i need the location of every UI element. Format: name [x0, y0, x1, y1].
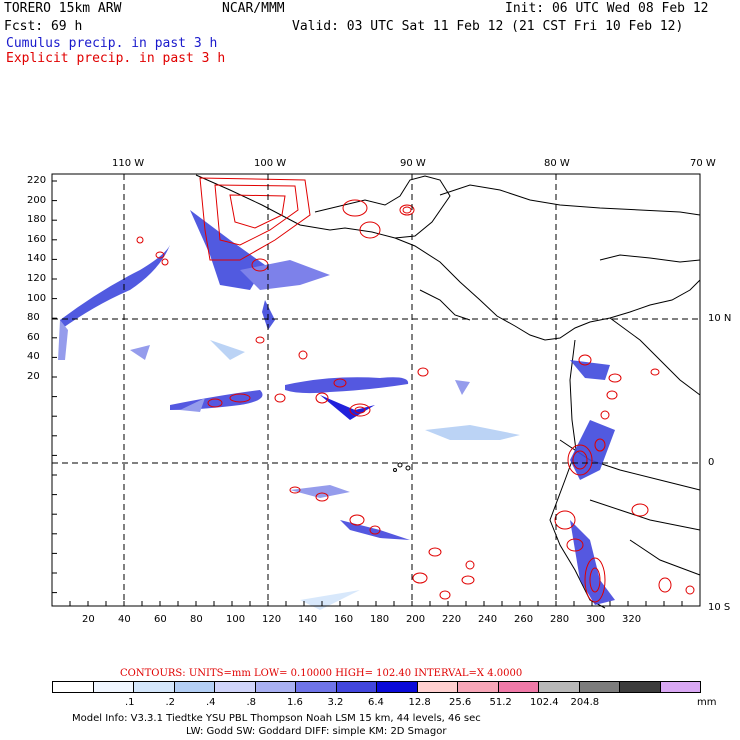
physics-info: LW: Godd SW: Goddard DIFF: simple KM: 2D…	[186, 726, 447, 737]
x-tick-label: 160	[334, 614, 354, 625]
model-info: Model Info: V3.3.1 Tiedtke YSU PBL Thomp…	[72, 713, 481, 724]
legend-label: 204.8	[570, 697, 600, 708]
y-tick-label: 200	[27, 194, 47, 206]
legend-swatch	[335, 681, 377, 693]
x-tick-label: 280	[550, 614, 570, 625]
legend-swatch	[173, 681, 215, 693]
legend-swatch	[416, 681, 458, 693]
legend-label: .2	[165, 697, 176, 708]
x-tick-label: 300	[586, 614, 606, 625]
y-tick-label: 80	[27, 312, 40, 324]
lat-label-0: 0	[708, 457, 715, 468]
legend-swatch	[619, 681, 661, 693]
x-tick-label: 220	[442, 614, 462, 625]
cumulus-precip-label: Cumulus precip. in past 3 h	[6, 36, 218, 51]
forecast-hour: Fcst: 69 h	[4, 19, 83, 34]
lat-lon-grid	[52, 174, 700, 606]
legend-swatch	[578, 681, 620, 693]
legend-swatch	[457, 681, 499, 693]
y-tick-label: 220	[27, 175, 47, 186]
valid-time: Valid: 03 UTC Sat 11 Feb 12 (21 CST Fri …	[292, 19, 684, 34]
lon-label-80w: 80 W	[544, 158, 570, 169]
lat-label-10n: 10 N	[708, 313, 732, 324]
legend-swatch	[538, 681, 580, 693]
y-tick-label: 160	[27, 233, 47, 245]
y-tick-label: 100	[27, 292, 47, 304]
x-tick-label: 80	[190, 614, 203, 625]
lon-label-110w: 110 W	[112, 158, 145, 169]
legend-unit: mm	[697, 697, 717, 708]
legend-label: 3.2	[327, 697, 344, 708]
x-tick-label: 100	[226, 614, 246, 625]
x-tick-label: 320	[622, 614, 642, 625]
legend-label: 51.2	[489, 697, 512, 708]
y-tick-label: 20	[27, 371, 40, 382]
legend-label: 6.4	[368, 697, 384, 708]
x-tick-label: 260	[514, 614, 534, 625]
legend-swatch	[92, 681, 134, 693]
lon-label-70w: 70 W	[690, 158, 716, 169]
coastline	[195, 174, 701, 609]
x-tick-label: 180	[370, 614, 390, 625]
legend-swatch	[133, 681, 175, 693]
frame-ticks	[51, 180, 701, 606]
legend-label: .1	[125, 697, 135, 708]
legend-swatch	[214, 681, 256, 693]
lon-label-100w: 100 W	[254, 158, 287, 169]
init-time: Init: 06 UTC Wed 08 Feb 12	[505, 1, 709, 16]
legend-label: 1.6	[287, 697, 303, 708]
y-tick-label: 180	[27, 214, 47, 226]
y-tick-label: 120	[27, 273, 47, 284]
legend-swatch	[497, 681, 539, 693]
explicit-precip-label: Explicit precip. in past 3 h	[6, 51, 226, 66]
org-label: NCAR/MMM	[222, 1, 285, 16]
legend-label: .8	[246, 697, 257, 708]
y-tick-label: 60	[27, 331, 40, 343]
model-title: TORERO 15km ARW	[4, 1, 122, 16]
legend-swatch	[295, 681, 337, 693]
legend-label: 102.4	[530, 697, 559, 708]
lon-label-90w: 90 W	[400, 158, 426, 169]
contour-info: CONTOURS: UNITS=mm LOW= 0.10000 HIGH= 10…	[120, 668, 523, 679]
legend-label: 12.8	[408, 697, 431, 708]
legend-swatch	[376, 681, 418, 693]
explicit-precip-contours	[136, 177, 695, 603]
x-tick-label: 20	[82, 614, 95, 625]
legend-swatch	[659, 681, 701, 693]
legend-label: .4	[206, 697, 216, 708]
x-tick-label: 60	[154, 614, 167, 625]
x-tick-label: 40	[118, 614, 131, 625]
legend-swatch	[52, 681, 94, 693]
plot-frame	[51, 173, 701, 607]
lat-label-10s: 10 S	[708, 602, 731, 613]
legend-swatch	[254, 681, 296, 693]
y-tick-label: 40	[27, 351, 40, 363]
x-tick-label: 120	[262, 614, 282, 625]
x-tick-label: 200	[406, 614, 426, 625]
y-tick-label: 140	[27, 253, 47, 265]
legend-label: 25.6	[449, 697, 472, 708]
cumulus-precip	[58, 210, 615, 610]
x-tick-label: 240	[478, 614, 498, 625]
x-tick-label: 140	[298, 614, 318, 625]
